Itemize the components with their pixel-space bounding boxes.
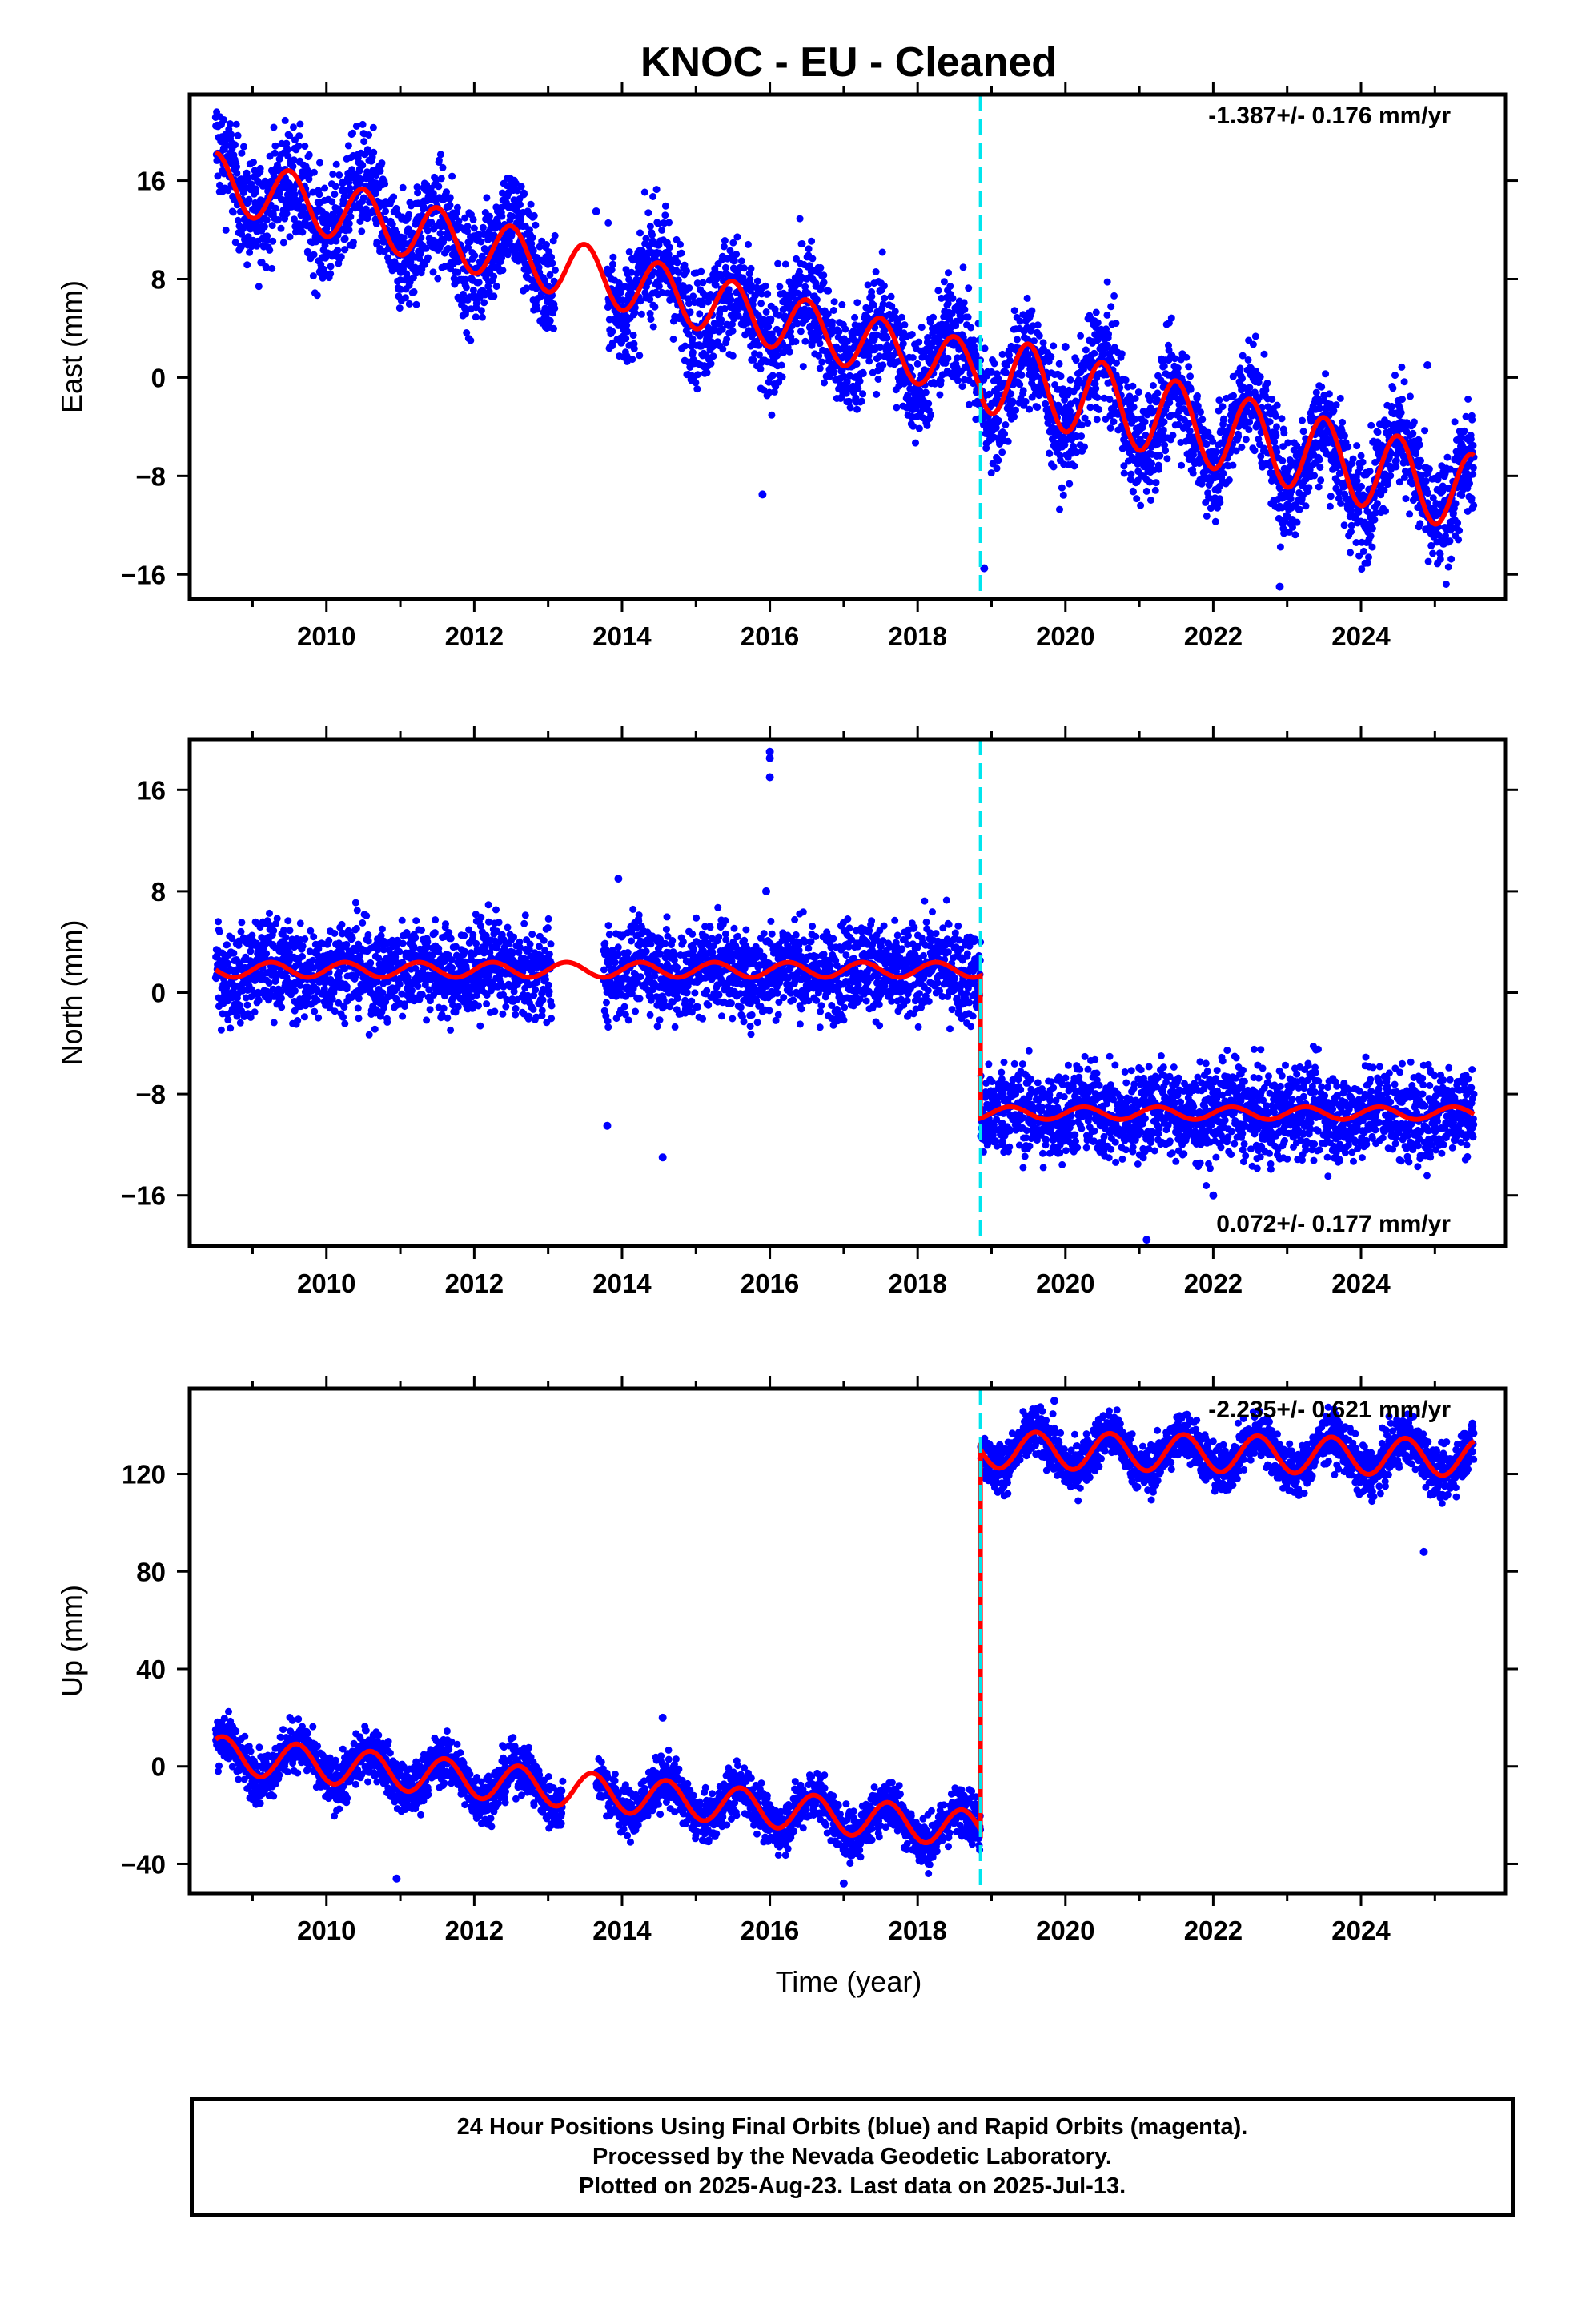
x-tick-label: 2014 — [592, 621, 652, 651]
east-rate-label: -1.387+/- 0.176 mm/yr — [1208, 103, 1451, 129]
y-tick-label: 120 — [122, 1460, 166, 1490]
x-tick-label: 2016 — [741, 1916, 799, 1945]
footer-box: 24 Hour Positions Using Final Orbits (bl… — [190, 2097, 1515, 2217]
x-tick-label: 2012 — [445, 1916, 504, 1945]
footer-line-2: Processed by the Nevada Geodetic Laborat… — [592, 2143, 1112, 2169]
x-tick-label: 2022 — [1184, 1916, 1243, 1945]
up-scatter-markers — [211, 1397, 1478, 1888]
x-tick-label: 2010 — [297, 1269, 355, 1298]
x-tick-label: 2012 — [445, 621, 504, 651]
footer-line-3: Plotted on 2025-Aug-23. Last data on 202… — [578, 2173, 1126, 2199]
y-tick-label: −16 — [121, 560, 166, 589]
figure-title: KNOC - EU - Cleaned — [640, 39, 1057, 86]
north-scatter-markers — [211, 747, 1478, 1244]
y-tick-label: −16 — [121, 1181, 166, 1211]
up-y-axis-label: Up (mm) — [55, 1585, 88, 1697]
y-tick-label: 80 — [136, 1557, 166, 1586]
x-tick-label: 2024 — [1331, 621, 1391, 651]
y-tick-label: 0 — [151, 363, 166, 392]
north-rate-label: 0.072+/- 0.177 mm/yr — [1216, 1211, 1451, 1237]
up-rate-label: -2.235+/- 0.621 mm/yr — [1208, 1397, 1451, 1423]
x-tick-label: 2016 — [741, 621, 799, 651]
y-tick-label: 16 — [136, 167, 166, 196]
x-tick-label: 2010 — [297, 621, 355, 651]
up-model-fit-line — [214, 1429, 1476, 1845]
x-tick-label: 2014 — [592, 1916, 652, 1945]
footer-line-1: 24 Hour Positions Using Final Orbits (bl… — [456, 2113, 1248, 2140]
x-tick-label: 2012 — [445, 1269, 504, 1298]
east-model-fit-line — [215, 150, 1476, 527]
east-y-axis-label: East (mm) — [55, 280, 88, 413]
x-axis-label: Time (year) — [776, 1965, 922, 1998]
x-tick-label: 2024 — [1331, 1269, 1391, 1298]
x-tick-label: 2024 — [1331, 1916, 1391, 1945]
y-tick-label: 8 — [151, 877, 166, 907]
y-tick-label: −40 — [121, 1849, 166, 1879]
x-tick-label: 2014 — [592, 1269, 652, 1298]
east-data-points — [211, 108, 1478, 591]
up-data-points — [211, 1397, 1478, 1888]
y-tick-label: 0 — [151, 1752, 166, 1782]
x-tick-label: 2022 — [1184, 621, 1243, 651]
y-tick-label: −8 — [135, 1080, 166, 1109]
up-panel: 2010 2012 2014 2016 2018 2020 2022 2024 120 80 40 0… — [55, 1376, 1518, 1945]
x-tick-label: 2010 — [297, 1916, 355, 1945]
east-panel: 2010 2012 2014 2016 2018 2020 2022 2024 16 8 0 −8 −1… — [55, 82, 1518, 651]
x-tick-label: 2020 — [1036, 1269, 1094, 1298]
y-tick-label: −8 — [135, 461, 166, 491]
y-tick-label: 8 — [151, 264, 166, 294]
up-frame — [187, 1386, 1508, 1896]
x-tick-label: 2020 — [1036, 621, 1094, 651]
x-tick-label: 2018 — [888, 1269, 946, 1298]
east-scatter-markers — [211, 108, 1478, 591]
north-data-points — [211, 747, 1478, 1244]
x-tick-label: 2018 — [888, 1916, 946, 1945]
north-y-axis-label: North (mm) — [55, 920, 88, 1066]
x-tick-label: 2022 — [1184, 1269, 1243, 1298]
y-tick-label: 16 — [136, 775, 166, 805]
north-panel: 2010 2012 2014 2016 2018 2020 2022 2024 16 8 0 −8 −1… — [55, 726, 1518, 1298]
y-tick-label: 0 — [151, 979, 166, 1008]
x-tick-label: 2018 — [888, 621, 946, 651]
y-tick-label: 40 — [136, 1655, 166, 1684]
east-frame — [187, 92, 1508, 601]
x-tick-label: 2016 — [741, 1269, 799, 1298]
x-tick-label: 2020 — [1036, 1916, 1094, 1945]
north-model-fit-line — [214, 959, 1476, 1122]
